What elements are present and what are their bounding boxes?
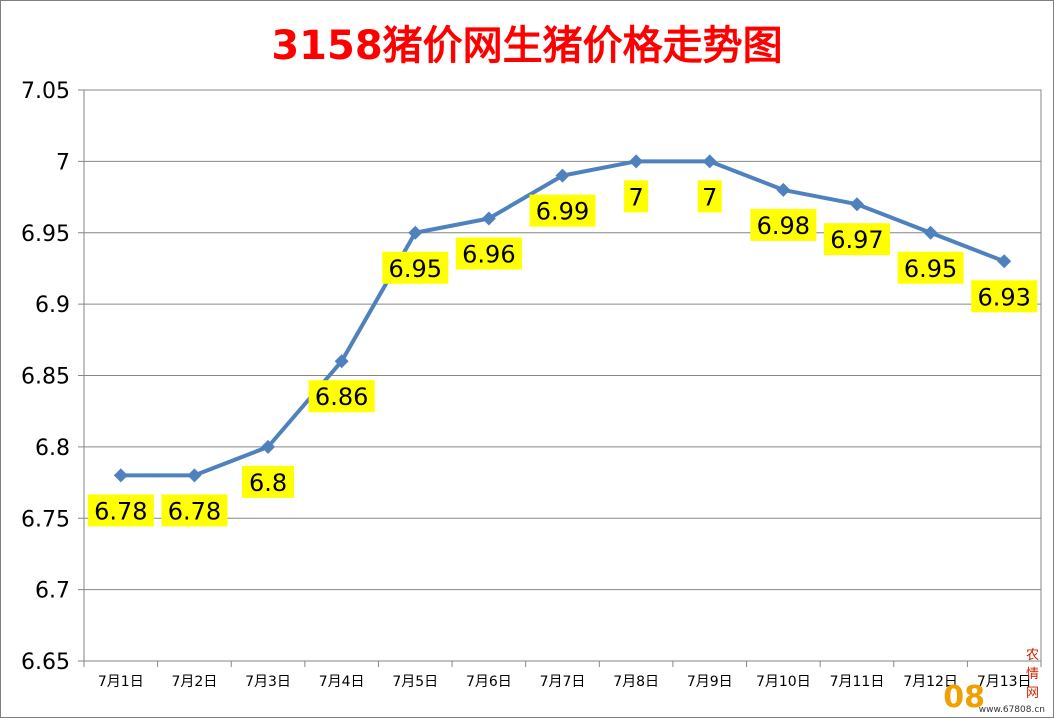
x-tick-label: 7月1日 — [98, 674, 144, 690]
x-tick-label: 7月13日 — [977, 674, 1032, 690]
data-label-bg — [823, 223, 890, 256]
x-tick-label: 7月6日 — [466, 674, 512, 690]
y-tick-label: 6.65 — [21, 650, 70, 675]
chart-title: 3158猪价网生猪价格走势图 — [271, 23, 783, 69]
x-tick-label: 7月10日 — [756, 674, 811, 690]
data-point — [849, 197, 864, 212]
data-label-bg — [697, 180, 722, 213]
x-tick-label: 7月7日 — [540, 674, 586, 690]
y-tick-label: 6.7 — [35, 579, 70, 604]
data-label-bg — [308, 380, 375, 413]
y-tick-label: 6.95 — [21, 222, 70, 247]
data-label-bg — [455, 237, 522, 270]
data-label: 6.93 — [977, 283, 1030, 311]
data-label: 6.98 — [757, 212, 810, 240]
y-tick-label: 6.75 — [21, 507, 70, 532]
data-label: 6.86 — [315, 383, 368, 411]
data-label-bg — [529, 194, 596, 227]
watermark-url: www.67808.cn — [978, 705, 1045, 715]
data-point — [481, 211, 496, 226]
data-point — [997, 254, 1012, 269]
data-label: 6.78 — [168, 497, 221, 525]
data-label-bg — [87, 494, 154, 527]
x-tick-label: 7月8日 — [613, 674, 659, 690]
data-point — [555, 168, 570, 183]
data-label: 6.8 — [249, 469, 287, 497]
data-label: 6.78 — [94, 497, 147, 525]
data-label-bg — [161, 494, 228, 527]
data-point — [261, 439, 276, 454]
data-label-bg — [624, 180, 649, 213]
y-tick-label: 6.9 — [35, 293, 70, 318]
data-label: 7 — [628, 183, 643, 211]
data-label: 6.97 — [830, 226, 883, 254]
data-point — [408, 225, 423, 240]
watermark-name: 农情网 — [1025, 648, 1045, 701]
y-tick-label: 6.8 — [35, 436, 70, 461]
data-label: 6.95 — [389, 255, 442, 283]
y-tick-label: 7 — [56, 150, 70, 175]
data-point — [776, 182, 791, 197]
data-label-bg — [750, 208, 817, 241]
x-tick-label: 7月9日 — [687, 674, 733, 690]
data-point — [923, 225, 938, 240]
x-tick-label: 7月4日 — [319, 674, 365, 690]
data-label-bg — [382, 251, 449, 284]
data-point — [113, 468, 128, 483]
data-label: 6.95 — [904, 255, 957, 283]
y-tick-label: 7.05 — [21, 79, 70, 104]
data-point — [334, 354, 349, 369]
y-tick-label: 6.85 — [21, 365, 70, 390]
data-label-bg — [971, 280, 1038, 313]
data-label: 7 — [702, 183, 717, 211]
x-tick-label: 7月2日 — [172, 674, 218, 690]
data-label: 6.96 — [462, 240, 515, 268]
x-tick-label: 7月12日 — [903, 674, 958, 690]
x-tick-label: 7月11日 — [830, 674, 885, 690]
data-point — [187, 468, 202, 483]
watermark-number: 08 — [943, 680, 985, 715]
data-label-bg — [897, 251, 964, 284]
data-label-bg — [242, 465, 295, 498]
x-tick-label: 7月5日 — [392, 674, 438, 690]
data-label: 6.99 — [536, 198, 589, 226]
data-point — [629, 154, 644, 169]
data-point — [702, 154, 717, 169]
x-tick-label: 7月3日 — [245, 674, 291, 690]
